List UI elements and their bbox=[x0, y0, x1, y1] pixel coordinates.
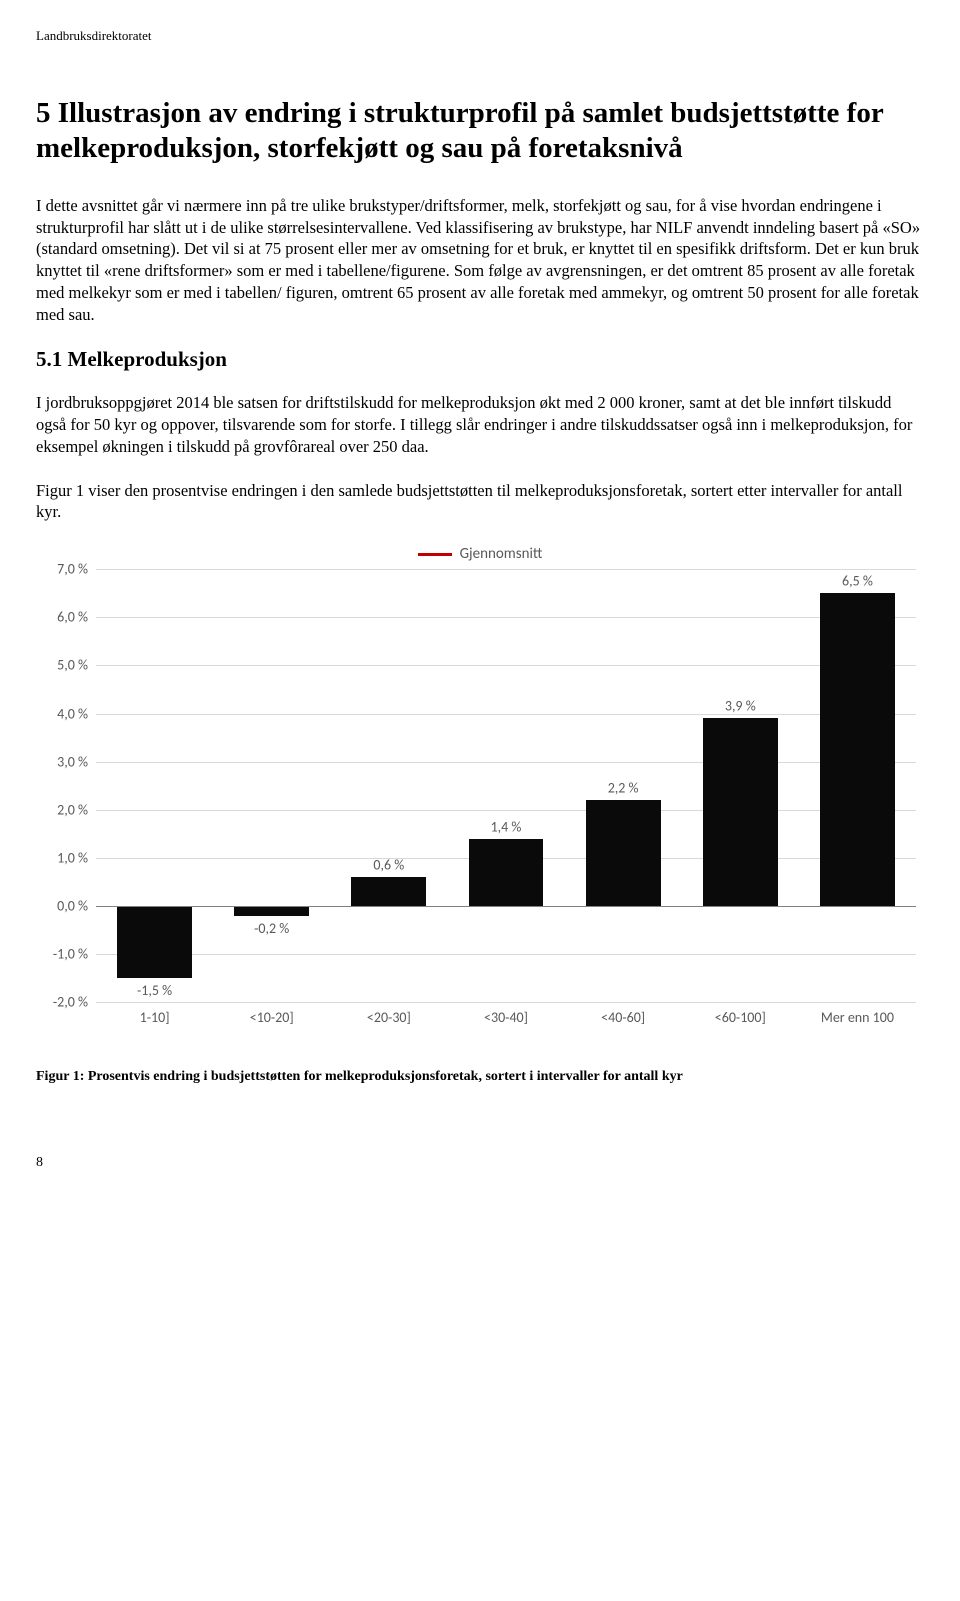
chart-bar-value-label: -0,2 % bbox=[213, 920, 330, 937]
chart-y-tick-label: -2,0 % bbox=[40, 994, 88, 1011]
chart-gridline bbox=[96, 1002, 916, 1003]
chart-y-tick-label: 7,0 % bbox=[40, 561, 88, 578]
bar-chart: -1,5 %-0,2 %0,6 %1,4 %2,2 %3,9 %6,5 % -2… bbox=[96, 569, 916, 1029]
figure-1: Gjennomsnitt -1,5 % -0,2 % 0,6 % 1,4 % 2,2 %… bbox=[36, 545, 924, 1029]
chart-legend: Gjennomsnitt bbox=[36, 545, 924, 563]
legend-label: Gjennomsnitt bbox=[460, 545, 543, 563]
chart-bars: -1,5 % -0,2 % 0,6 % 1,4 % 2,2 % 3,9 % 6,5 % bbox=[96, 569, 916, 1002]
chart-bar-value-label: 1,4 % bbox=[447, 818, 564, 835]
chart-y-tick-label: 6,0 % bbox=[40, 609, 88, 626]
chart-bar-value-label: 3,9 % bbox=[682, 698, 799, 715]
paragraph-intro: I dette avsnittet går vi nærmere inn på … bbox=[36, 195, 924, 326]
chart-x-tick-label: <10-20] bbox=[213, 1005, 330, 1029]
figure-caption: Figur 1: Prosentvis endring i budsjettst… bbox=[36, 1069, 924, 1085]
chart-bar bbox=[234, 906, 309, 916]
chart-bar-slot: -0,2 % bbox=[213, 569, 330, 1002]
chart-y-tick-label: -1,0 % bbox=[40, 946, 88, 963]
chart-x-labels: 1-10]<10-20]<20-30]<30-40]<40-60]<60-100… bbox=[96, 1005, 916, 1029]
chart-bar-value-label: 2,2 % bbox=[565, 780, 682, 797]
chart-bar-slot: 1,4 % bbox=[447, 569, 564, 1002]
chart-bar-slot: 6,5 % bbox=[799, 569, 916, 1002]
chart-bar bbox=[117, 906, 192, 978]
chart-baseline bbox=[96, 906, 916, 907]
chart-bar bbox=[820, 593, 895, 906]
chart-y-tick-label: 4,0 % bbox=[40, 705, 88, 722]
chart-bar-slot: 3,9 % bbox=[682, 569, 799, 1002]
chart-x-tick-label: <40-60] bbox=[565, 1005, 682, 1029]
chart-x-tick-label: Mer enn 100 bbox=[799, 1005, 916, 1029]
chart-bar-slot: 2,2 % bbox=[565, 569, 682, 1002]
chart-bar bbox=[351, 877, 426, 906]
chart-y-tick-label: 2,0 % bbox=[40, 801, 88, 818]
chart-y-tick-label: 5,0 % bbox=[40, 657, 88, 674]
chart-y-tick-label: 0,0 % bbox=[40, 897, 88, 914]
chart-bar-slot: -1,5 % bbox=[96, 569, 213, 1002]
chart-bar-slot: 0,6 % bbox=[330, 569, 447, 1002]
chart-bar-value-label: -1,5 % bbox=[96, 982, 213, 999]
chart-x-tick-label: <60-100] bbox=[682, 1005, 799, 1029]
subsection-title: 5.1 Melkeproduksjon bbox=[36, 347, 924, 372]
running-header: Landbruksdirektoratet bbox=[36, 28, 924, 44]
legend-swatch-icon bbox=[418, 553, 452, 556]
chart-x-tick-label: 1-10] bbox=[96, 1005, 213, 1029]
chart-bar-value-label: 0,6 % bbox=[330, 857, 447, 874]
page-number: 8 bbox=[36, 1155, 924, 1171]
chart-y-tick-label: 1,0 % bbox=[40, 849, 88, 866]
chart-y-tick-label: 3,0 % bbox=[40, 753, 88, 770]
chart-bar-value-label: 6,5 % bbox=[799, 573, 916, 590]
paragraph-2: I jordbruksoppgjøret 2014 ble satsen for… bbox=[36, 392, 924, 457]
chart-bar bbox=[586, 800, 661, 906]
paragraph-3: Figur 1 viser den prosentvise endringen … bbox=[36, 480, 924, 524]
chart-x-tick-label: <20-30] bbox=[330, 1005, 447, 1029]
chart-bar bbox=[469, 839, 544, 906]
section-title: 5 Illustrasjon av endring i strukturprof… bbox=[36, 96, 924, 167]
chart-plot-area: -1,5 %-0,2 %0,6 %1,4 %2,2 %3,9 %6,5 % -2… bbox=[96, 569, 916, 1003]
chart-bar bbox=[703, 718, 778, 906]
chart-x-tick-label: <30-40] bbox=[447, 1005, 564, 1029]
